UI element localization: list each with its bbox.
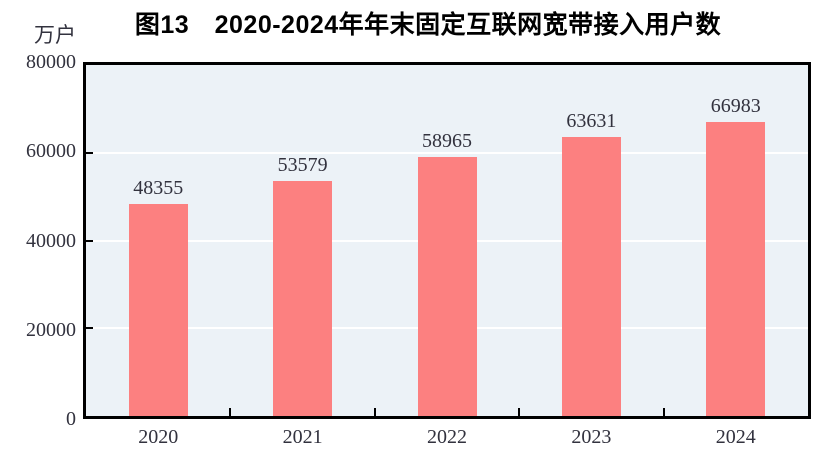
y-axis-tick-mark-40000 (86, 239, 93, 242)
y-axis-label-20000: 20000 (26, 318, 76, 341)
y-axis-label-40000: 40000 (26, 229, 76, 252)
bar-value-label-2021: 53579 (277, 154, 328, 176)
x-axis-label-2024: 2024 (715, 426, 756, 448)
x-axis-tick-mark-3 (518, 408, 521, 416)
y-axis-label-0: 0 (66, 408, 76, 430)
plot-area: 48355 53579 58965 63631 66983 (83, 62, 811, 419)
plot-inner: 48355 53579 58965 63631 66983 (86, 65, 808, 416)
x-axis-label-2022: 2022 (427, 426, 467, 448)
y-axis-tick-mark-20000 (86, 327, 93, 330)
gridline-y-60000 (86, 151, 808, 154)
bar-value-label-2022: 58965 (422, 130, 472, 152)
bar-2024 (706, 122, 766, 416)
bar-value-label-2023: 63631 (566, 110, 617, 132)
bar-value-label-2020: 48355 (133, 177, 184, 199)
bar-2023 (561, 137, 621, 416)
x-axis-tick-mark-2 (373, 408, 376, 416)
y-axis-unit-label: 万户 (34, 23, 76, 47)
x-axis-label-2020: 2020 (138, 426, 179, 448)
x-axis-label-2021: 2021 (282, 426, 323, 448)
x-axis-label-2023: 2023 (571, 426, 612, 448)
chart-title: 图13 2020-2024年年末固定互联网宽带接入用户数 (134, 11, 722, 39)
bar-2020 (128, 204, 188, 416)
bar-2022 (417, 157, 477, 416)
bar-2021 (273, 181, 333, 416)
x-axis-tick-mark-1 (229, 408, 232, 416)
y-axis-label-80000: 80000 (26, 51, 76, 73)
y-axis-tick-mark-60000 (86, 151, 93, 154)
x-axis-tick-mark-4 (662, 408, 665, 416)
y-axis-label-60000: 60000 (26, 140, 76, 163)
bar-value-label-2024: 66983 (710, 95, 761, 117)
